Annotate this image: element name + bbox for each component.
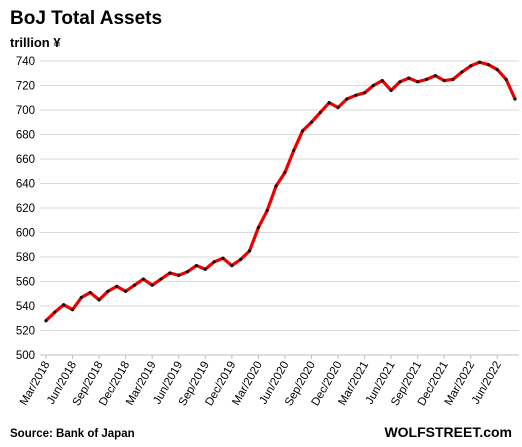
y-tick-label: 620 [16,203,35,215]
data-point [283,170,287,175]
data-point [132,283,137,287]
data-point [486,63,491,67]
data-point [256,226,260,230]
data-point [265,208,269,213]
data-point [168,271,172,275]
data-point [513,97,517,101]
data-point [239,257,243,262]
data-point [478,60,482,64]
data-point [62,303,66,307]
data-point [212,260,216,264]
data-point [230,263,234,268]
data-point [221,256,225,260]
data-point [354,93,358,97]
data-point [362,91,367,95]
y-axis-ticks: 500 520 540 560 580 600 620 640 660 680 700 720 740 [16,56,35,362]
brand-logo-text: WOLFSTREET.com [384,424,512,440]
data-point [309,120,314,124]
data-point [460,70,464,74]
series-layer [44,60,517,323]
data-point [79,295,83,300]
x-axis-ticks: Mar/2018Jun/2018Sep/2018Dec/2018Mar/2019… [18,355,504,408]
data-point [141,277,145,281]
data-point [345,97,349,101]
data-point [327,101,331,105]
data-point [407,76,411,80]
data-point [194,263,199,268]
y-tick-label: 740 [16,56,35,68]
y-tick-label: 520 [16,326,35,338]
data-point [424,77,429,81]
data-point [380,79,384,83]
y-tick-label: 680 [16,130,35,142]
y-tick-label: 640 [16,179,35,191]
data-point [177,273,181,277]
y-unit-label: trillion ¥ [10,35,61,50]
data-point [371,83,376,88]
y-tick-label: 580 [16,252,35,264]
y-tick-label: 660 [16,154,35,166]
series-line-0 [44,60,517,323]
y-tick-label: 540 [16,301,35,313]
data-point [451,77,455,81]
data-point [301,129,305,133]
data-point [504,77,508,81]
y-tick-label: 600 [16,228,35,240]
data-point [495,67,499,72]
data-point [115,284,119,288]
data-point [274,184,278,188]
data-point [150,283,154,287]
source-note: Source: Bank of Japan [10,428,135,440]
data-point [44,319,48,323]
y-tick-label: 560 [16,277,35,289]
gridlines [40,60,519,356]
data-point [389,88,393,92]
y-tick-label: 720 [16,81,35,93]
data-point [97,298,101,302]
data-point [292,148,296,153]
data-point [398,80,402,84]
data-point [442,79,446,83]
data-point [88,290,92,295]
data-point [416,80,420,84]
data-point [247,249,252,253]
data-point [203,267,207,271]
data-point [185,270,190,274]
data-point [433,74,437,78]
data-point [318,110,322,115]
data-point [53,310,57,314]
data-point [469,64,473,68]
data-point [124,289,128,293]
data-point [106,289,110,293]
data-point [159,277,163,281]
y-tick-label: 500 [16,350,35,362]
y-tick-label: 700 [16,105,35,117]
data-point [70,308,75,312]
data-point [336,105,340,110]
chart-title: BoJ Total Assets [10,8,162,29]
